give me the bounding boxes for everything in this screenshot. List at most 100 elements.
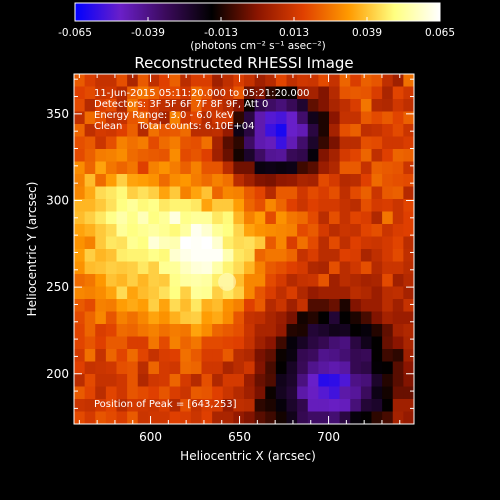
heatmap-cell [392, 174, 404, 188]
heatmap-cell [190, 274, 203, 288]
heatmap-cell [297, 411, 309, 424]
heatmap-cell [159, 349, 171, 363]
heatmap-cell [275, 324, 288, 338]
heatmap-cell [350, 386, 362, 400]
heatmap-cell [180, 199, 192, 213]
heatmap-cell [148, 224, 160, 238]
heatmap-cell [382, 136, 394, 150]
heatmap-cell [350, 399, 362, 413]
heatmap-cell [84, 361, 96, 375]
heatmap-cell [265, 236, 277, 250]
heatmap-cell [286, 74, 298, 88]
heatmap-cell [360, 199, 373, 213]
heatmap-cell [350, 374, 362, 388]
heatmap-cell [307, 86, 319, 100]
heatmap-cell [275, 349, 288, 363]
heatmap-cell [339, 174, 351, 188]
heatmap-cell [286, 149, 298, 163]
heatmap-cell [371, 349, 383, 363]
heatmap-cell [350, 224, 362, 238]
heatmap-cell [201, 86, 213, 100]
heatmap-cell [127, 174, 139, 188]
heatmap-cell [254, 386, 266, 400]
heatmap-cell [244, 149, 256, 163]
heatmap-cell [318, 311, 330, 325]
heatmap-cell [159, 199, 171, 213]
heatmap-cell [392, 286, 404, 300]
heatmap-cell [392, 361, 404, 375]
heatmap-cell [382, 349, 394, 363]
heatmap-cell [190, 211, 203, 225]
heatmap-cell [127, 74, 139, 88]
colorbar-tick-label: -0.065 [58, 27, 92, 39]
heatmap-cell [339, 361, 351, 375]
heatmap-cell [127, 99, 139, 113]
heatmap-cell [339, 161, 351, 175]
heatmap-cell [371, 299, 383, 313]
heatmap-cell [233, 249, 245, 263]
heatmap-cell [169, 99, 181, 113]
heatmap-cell [382, 249, 394, 263]
heatmap-cell [201, 361, 213, 375]
heatmap-cell [318, 199, 330, 213]
heatmap-cell [265, 361, 277, 375]
heatmap-cell [169, 249, 181, 263]
heatmap-cell [318, 286, 330, 300]
y-tick-label: 200 [46, 367, 69, 381]
heatmap-cell [84, 261, 96, 275]
heatmap-cell [159, 311, 171, 325]
heatmap-cell [339, 286, 351, 300]
heatmap-cell [74, 361, 86, 375]
heatmap-cell [275, 211, 288, 225]
heatmap-cell [148, 74, 160, 88]
heatmap-cell [116, 411, 128, 424]
heatmap-cell [244, 374, 256, 388]
heatmap-cell [95, 324, 107, 338]
heatmap-cell [297, 261, 309, 275]
heatmap-cell [265, 249, 277, 263]
heatmap-cell [74, 261, 86, 275]
heatmap-cell [127, 199, 139, 213]
heatmap-cell [318, 374, 330, 388]
heatmap-cell [244, 136, 256, 150]
heatmap-cell [95, 199, 107, 213]
heatmap-cell [116, 74, 128, 88]
heatmap-cell [159, 286, 171, 300]
heatmap-cell [275, 361, 288, 375]
heatmap-cell [222, 149, 234, 163]
heatmap-cell [74, 411, 86, 424]
heatmap-cell [371, 386, 383, 400]
heatmap-cell [329, 136, 341, 150]
heatmap-cell [307, 299, 319, 313]
heatmap-cell [392, 249, 404, 263]
heatmap-cell [360, 361, 373, 375]
heatmap-cell [159, 261, 171, 275]
heatmap-cell [360, 136, 373, 150]
heatmap-cell [254, 236, 266, 250]
heatmap-cell [127, 411, 139, 424]
heatmap-cell [350, 86, 362, 100]
heatmap-cell [350, 249, 362, 263]
heatmap-cell [148, 274, 160, 288]
heatmap-cell [382, 299, 394, 313]
heatmap-cell [222, 311, 234, 325]
heatmap-cell [318, 136, 330, 150]
heatmap-cell [84, 186, 96, 200]
heatmap-cell [137, 261, 149, 275]
heatmap-cell [116, 111, 128, 125]
heatmap-cell [116, 399, 128, 413]
heatmap-cell [329, 274, 341, 288]
heatmap-cell [201, 124, 213, 138]
heatmap-cell [371, 124, 383, 138]
heatmap-cell [127, 136, 139, 150]
heatmap-cell [116, 361, 128, 375]
heatmap-cell [180, 386, 192, 400]
heatmap-cell [105, 136, 118, 150]
heatmap-cell [350, 349, 362, 363]
heatmap-cell [275, 336, 288, 350]
heatmap-cell [297, 286, 309, 300]
heatmap-cell [307, 324, 319, 338]
heatmap-cell [329, 174, 341, 188]
heatmap-cell [180, 324, 192, 338]
heatmap-cell [201, 411, 213, 424]
